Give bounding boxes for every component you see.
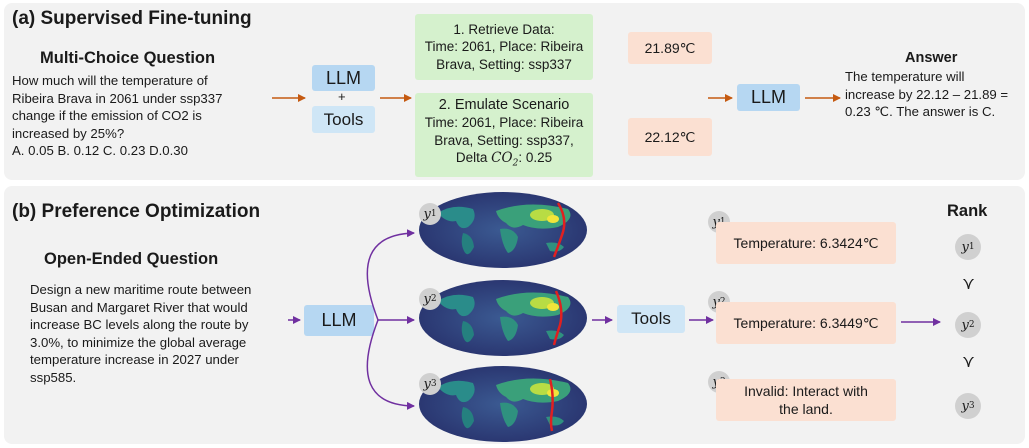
result-y2-box: Temperature: 6.3449℃ (716, 302, 896, 344)
delta-prefix: Delta (455, 150, 492, 166)
emulated-value-box: 22.12℃ (628, 118, 712, 156)
sft-llm2-box: LLM (737, 84, 800, 111)
answer-line: 0.23 ℃. The answer is C. (845, 104, 996, 120)
open-ended-question: Design a new maritime route between Busa… (30, 281, 300, 387)
sft-llm-box: LLM (312, 65, 375, 91)
retrieve-title: 1. Retrieve Data: (453, 21, 555, 37)
plus-sign: + (338, 89, 346, 104)
emulate-line: Delta CO2: 0.25 (456, 149, 552, 173)
po-llm-box: LLM (304, 305, 374, 336)
world-map-1 (419, 192, 587, 268)
retrieve-line: Brava, Setting: ssp337 (436, 56, 572, 72)
arrow-llm-to-map3 (366, 319, 415, 410)
question-line: Design a new maritime route between (30, 282, 252, 297)
answer-text: The temperature will increase by 22.12 –… (845, 68, 1025, 121)
world-map-3 (419, 366, 587, 442)
emulate-scenario-box: 2. Emulate Scenario Time: 2061, Place: R… (415, 93, 593, 177)
multi-choice-question: How much will the temperature of Ribeira… (12, 72, 282, 160)
question-line: Busan and Margaret River that would (30, 299, 248, 315)
co2-text: CO (491, 150, 513, 167)
question-line: increase BC levels along the route by (30, 317, 249, 333)
question-line: How much will the temperature of (12, 73, 208, 88)
answer-line: The temperature will (845, 69, 965, 84)
question-line: Ribeira Brava in 2061 under ssp337 (12, 90, 223, 106)
co2-variable: CO2 (491, 150, 519, 169)
po-tools-box: Tools (617, 305, 685, 333)
emulate-line: Time: 2061, Place: Ribeira (424, 115, 584, 131)
open-ended-heading: Open-Ended Question (44, 250, 219, 268)
question-line: 3.0%, to minimize the global average (30, 334, 247, 350)
answer-line: increase by 22.12 – 21.89 = (845, 86, 1009, 102)
co2-subscript: 2 (512, 158, 519, 169)
retrieve-data-box: 1. Retrieve Data: Time: 2061, Place: Rib… (415, 14, 593, 80)
emulate-title: 2. Emulate Scenario (438, 96, 570, 113)
rank-heading: Rank (947, 202, 988, 220)
result-y3-box: Invalid: Interact with the land. (716, 379, 896, 421)
answer-heading: Answer (905, 50, 958, 66)
sft-tools-box: Tools (312, 106, 375, 133)
emulate-line: Brava, Setting: ssp337, (434, 132, 574, 148)
delta-suffix: : 0.25 (518, 150, 553, 166)
retrieved-value-box: 21.89℃ (628, 32, 712, 64)
question-line: ssp585. (30, 369, 77, 385)
world-map-2 (419, 280, 587, 356)
result-y1-box: Temperature: 6.3424℃ (716, 222, 896, 264)
question-line: temperature increase in 2027 under (30, 352, 239, 368)
arrow-llm-to-map1 (366, 229, 415, 321)
multi-choice-heading: Multi-Choice Question (40, 49, 216, 67)
question-line: change if the emission of CO2 is (12, 108, 202, 124)
question-line: increased by 25%? (12, 125, 125, 141)
sft-title: (a) Supervised Fine-tuning (12, 8, 252, 29)
question-line: A. 0.05 B. 0.12 C. 0.23 D.0.30 (12, 143, 188, 159)
retrieve-line: Time: 2061, Place: Ribeira (424, 39, 584, 55)
po-title: (b) Preference Optimization (12, 201, 261, 222)
